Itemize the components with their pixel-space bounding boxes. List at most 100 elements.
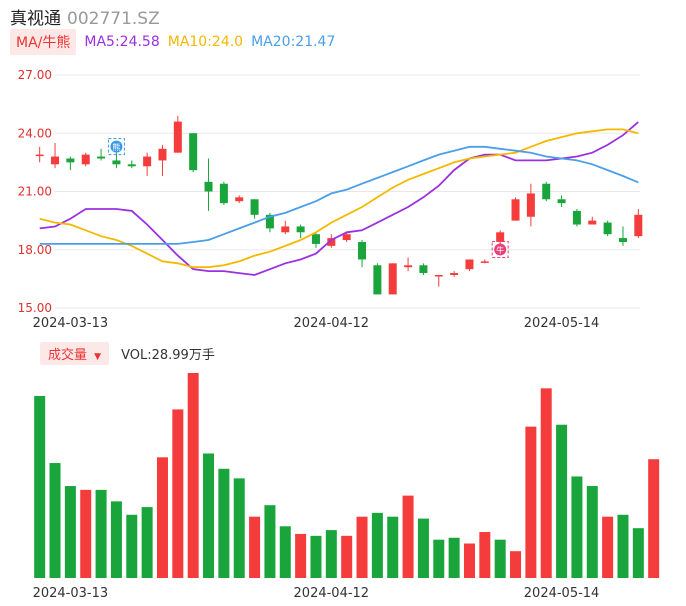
price-y-tick-label: 21.00 xyxy=(18,185,52,199)
volume-bar xyxy=(602,516,614,578)
volume-x-tick-label: 2024-04-12 xyxy=(294,586,370,601)
price-y-tick-label: 15.00 xyxy=(18,301,52,315)
candle-body xyxy=(219,183,228,204)
stock-title: 真视通 002771.SZ xyxy=(10,4,160,29)
ma10-label: MA10:24.0 xyxy=(167,34,244,50)
candle-body xyxy=(81,154,90,165)
bear-marker-frame xyxy=(107,138,125,156)
volume-bar xyxy=(80,489,92,578)
volume-bar xyxy=(341,535,353,578)
volume-bar xyxy=(586,486,598,578)
candle-body xyxy=(419,265,428,274)
volume-bar xyxy=(556,424,568,578)
volume-bar xyxy=(648,459,660,578)
volume-indicator-label: 成交量 xyxy=(48,348,88,363)
candle-body xyxy=(404,265,413,268)
volume-bar xyxy=(402,495,414,578)
candle-body xyxy=(511,199,520,221)
volume-bar xyxy=(264,505,276,578)
volume-bar xyxy=(387,516,399,578)
volume-bar xyxy=(218,468,230,578)
candle-body xyxy=(97,156,106,159)
volume-bar xyxy=(172,409,184,578)
candle-body xyxy=(480,261,489,263)
volume-bar xyxy=(203,453,215,578)
candle-body xyxy=(281,226,290,233)
bear-icon xyxy=(110,140,123,153)
volume-bar xyxy=(110,501,122,578)
ma10-line xyxy=(39,128,639,269)
price-x-tick-label: 2024-04-12 xyxy=(294,316,370,331)
candle-body xyxy=(296,226,305,233)
volume-bar xyxy=(310,535,322,578)
volume-x-tick-label: 2024-03-13 xyxy=(33,586,109,601)
candle-body xyxy=(173,121,182,153)
volume-bar xyxy=(632,528,644,578)
ma20-label: MA20:21.47 xyxy=(251,34,336,50)
candle-body xyxy=(557,199,566,204)
candle-body xyxy=(112,160,121,165)
candle-body xyxy=(358,241,367,260)
candle-body xyxy=(158,148,167,161)
ma5-label: MA5:24.58 xyxy=(84,34,160,50)
volume-bar xyxy=(479,532,491,578)
volume-bar xyxy=(510,551,522,578)
candle-body xyxy=(496,232,505,242)
candle-body xyxy=(450,273,459,275)
volume-bar xyxy=(463,543,475,578)
ma5-line xyxy=(39,121,639,276)
volume-indicator-dropdown[interactable]: 成交量 ▼ xyxy=(40,342,110,365)
bear-marker: 熊 xyxy=(107,138,125,156)
volume-bar xyxy=(64,486,76,578)
volume-bar xyxy=(325,530,337,578)
candle-body xyxy=(235,197,244,202)
candle-body xyxy=(189,133,198,171)
candle-body xyxy=(127,164,136,167)
volume-bar xyxy=(371,512,383,578)
candle-body xyxy=(327,238,336,246)
volume-value: VOL:28.99万手 xyxy=(121,348,215,363)
price-y-tick-label: 27.00 xyxy=(18,68,52,82)
stock-code: 002771.SZ xyxy=(67,9,160,29)
candle-body xyxy=(465,259,474,270)
candle-body xyxy=(35,154,44,157)
candle-body xyxy=(634,214,643,237)
candle-body xyxy=(250,199,259,215)
bull-icon xyxy=(494,243,507,256)
dropdown-arrow-icon: ▼ xyxy=(94,352,102,362)
volume-bar xyxy=(617,514,629,578)
bull-marker-label: 牛 xyxy=(496,245,504,255)
volume-bar xyxy=(95,489,107,578)
volume-bar xyxy=(295,533,307,578)
volume-bar xyxy=(417,518,429,578)
candle-body xyxy=(588,220,597,225)
candle-body xyxy=(542,183,551,200)
volume-legend: 成交量 ▼ VOL:28.99万手 xyxy=(40,342,215,365)
ma20-line xyxy=(39,145,639,245)
candle-body xyxy=(434,274,443,277)
candle-body xyxy=(388,263,397,295)
price-y-tick-label: 18.00 xyxy=(18,243,52,257)
ma-legend: MA/牛熊 MA5:24.58 MA10:24.0 MA20:21.47 xyxy=(10,29,336,55)
volume-x-tick-label: 2024-05-14 xyxy=(524,586,600,601)
volume-bar xyxy=(141,507,153,578)
candle-body xyxy=(342,234,351,241)
candle-body xyxy=(204,181,213,192)
bull-marker: 牛 xyxy=(491,241,509,259)
candle-body xyxy=(66,158,75,163)
volume-bar xyxy=(34,395,46,578)
ma-indicator-toggle[interactable]: MA/牛熊 xyxy=(10,29,77,55)
volume-bar xyxy=(540,388,552,578)
volume-bar xyxy=(525,426,537,578)
volume-bar xyxy=(156,457,168,578)
volume-bar xyxy=(494,539,506,578)
candle-body xyxy=(143,156,152,167)
bull-marker-frame xyxy=(491,241,509,259)
candle-body xyxy=(265,214,274,229)
price-x-tick-label: 2024-03-13 xyxy=(33,316,109,331)
price-x-tick-label: 2024-05-14 xyxy=(524,316,600,331)
candle-body xyxy=(572,210,581,225)
volume-bar xyxy=(571,476,583,578)
candle-body xyxy=(526,193,535,217)
